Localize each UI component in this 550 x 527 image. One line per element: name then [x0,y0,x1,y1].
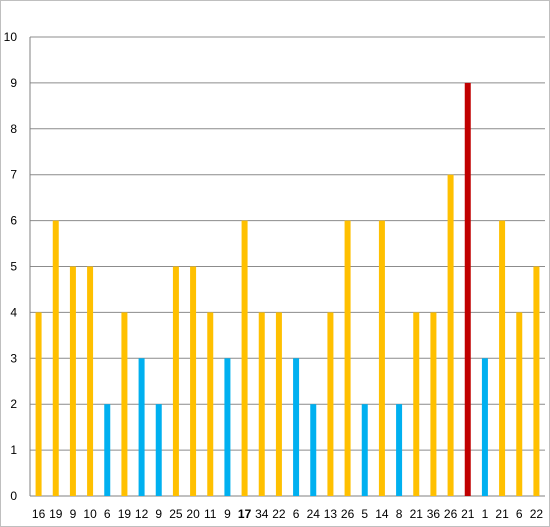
x-tick-label: 36 [427,507,441,521]
bar [172,266,179,496]
bar [258,312,265,496]
x-tick-label: 25 [169,507,183,521]
x-tick-label: 26 [444,507,458,521]
x-tick-label: 26 [341,507,355,521]
bar [241,220,248,496]
x-tick-label: 20 [186,507,200,521]
bar [499,220,506,496]
bar [87,266,94,496]
x-tick-label: 14 [375,507,389,521]
bar [430,312,437,496]
bar [207,312,214,496]
x-tick-label: 12 [135,507,149,521]
x-tick-label: 1 [482,507,489,521]
y-tick-label: 2 [10,397,17,411]
bar [275,312,282,496]
y-tick-label: 3 [10,351,17,365]
y-tick-label: 9 [10,76,17,90]
x-tick-label: 6 [104,507,111,521]
x-tick-label: 17 [238,507,252,521]
y-tick-label: 7 [10,168,17,182]
bar [327,312,334,496]
bar [464,82,471,497]
x-tick-label: 24 [307,507,321,521]
bar [447,174,454,496]
x-tick-label: 13 [324,507,338,521]
y-tick-label: 10 [4,30,18,44]
bar [293,358,300,496]
bar [310,404,317,496]
y-tick-label: 1 [10,443,17,457]
x-tick-label: 5 [361,507,368,521]
bar [361,404,368,496]
x-tick-label: 8 [396,507,403,521]
bar [344,220,351,496]
x-tick-label: 22 [530,507,544,521]
x-tick-label: 21 [495,507,509,521]
bar [378,220,385,496]
bar [481,358,488,496]
x-tick-label: 9 [70,507,77,521]
x-tick-label: 34 [255,507,269,521]
y-tick-label: 5 [10,260,17,274]
bar [155,404,162,496]
x-tick-label: 6 [293,507,300,521]
bar [69,266,76,496]
x-tick-label: 21 [461,507,475,521]
y-tick-label: 4 [10,305,17,319]
y-tick-label: 6 [10,214,17,228]
bar [104,404,111,496]
y-tick-label: 0 [10,489,17,503]
x-tick-label: 19 [118,507,132,521]
bar [138,358,145,496]
x-tick-label: 6 [516,507,523,521]
x-tick-label: 10 [83,507,97,521]
x-tick-label: 9 [224,507,231,521]
bar [396,404,403,496]
x-tick-label: 16 [32,507,46,521]
bar [224,358,231,496]
x-tick-label: 22 [272,507,286,521]
bar [121,312,128,496]
bar [52,220,59,496]
x-tick-label: 19 [49,507,63,521]
y-tick-label: 8 [10,122,17,136]
bar [413,312,420,496]
x-tick-label: 21 [410,507,424,521]
x-tick-label: 11 [204,507,217,521]
bar [190,266,197,496]
x-tick-label: 9 [155,507,162,521]
bar [35,312,42,496]
bar [516,312,523,496]
bar [533,266,540,496]
